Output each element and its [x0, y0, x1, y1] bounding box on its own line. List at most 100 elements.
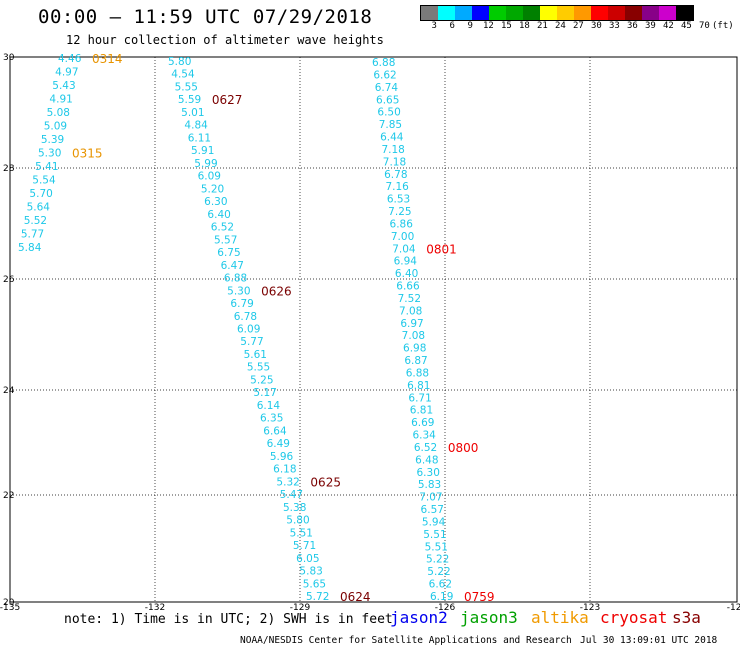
- footer-note: note: 1) Time is in UTC; 2) SWH is in fe…: [64, 612, 393, 627]
- swh-value: 6.87: [404, 355, 427, 367]
- legend-label: 12: [483, 21, 494, 31]
- legend-label: 3: [431, 21, 437, 31]
- swh-value: 6.94: [394, 256, 418, 268]
- swh-value: 5.25: [250, 374, 273, 386]
- pass-time-label: 0800: [448, 441, 479, 455]
- legend-label: 36: [627, 21, 638, 31]
- swh-value: 6.71: [408, 392, 431, 404]
- lat-tick-label: 26: [3, 275, 15, 285]
- satellite-legend-jason3: jason3: [460, 608, 518, 627]
- swh-value: 7.18: [383, 156, 406, 168]
- swh-value: 7.18: [381, 144, 404, 156]
- timestamp-text: Jul 30 13:09:01 UTC 2018: [580, 635, 718, 646]
- pass-time-label: 0627: [212, 93, 243, 107]
- swh-value: 6.05: [296, 553, 319, 565]
- legend-swatch: [591, 6, 608, 20]
- swh-value: 6.35: [260, 413, 283, 425]
- pass-time-label: 0314: [92, 52, 123, 66]
- swh-value: 5.38: [283, 502, 306, 514]
- swh-value: 5.54: [32, 175, 56, 187]
- swh-value: 6.49: [267, 438, 290, 450]
- lat-tick-label: 24: [3, 386, 15, 396]
- swh-value: 5.55: [247, 362, 270, 374]
- swh-value: 6.86: [390, 218, 414, 230]
- swh-value: 7.08: [399, 305, 422, 317]
- page-subtitle: 12 hour collection of altimeter wave hei…: [66, 33, 384, 47]
- lat-tick-label: 20: [3, 598, 15, 608]
- swh-value: 5.51: [425, 541, 448, 553]
- swh-value: 6.64: [263, 425, 287, 437]
- legend-swatch: [608, 6, 625, 20]
- swh-value: 6.74: [375, 82, 399, 94]
- legend-swatch: [489, 6, 506, 20]
- swh-value: 6.52: [211, 222, 234, 234]
- legend-label: 21: [537, 21, 548, 31]
- swh-value: 5.39: [41, 134, 64, 146]
- swh-value: 5.77: [240, 336, 263, 348]
- legend-swatch: [506, 6, 523, 20]
- swh-value: 6.66: [396, 281, 420, 293]
- swh-value: 5.30: [227, 285, 250, 297]
- swh-value: 4.46: [58, 53, 82, 65]
- swh-value: 6.40: [395, 268, 418, 280]
- legend-label: 39: [645, 21, 656, 31]
- swh-value: 5.72: [306, 591, 329, 603]
- swh-value: 4.54: [171, 69, 195, 81]
- swh-value: 6.81: [410, 405, 433, 417]
- swh-value: 5.77: [21, 229, 44, 241]
- swh-value: 5.09: [44, 121, 67, 133]
- lon-tick-label: -132: [145, 603, 165, 613]
- pass-time-label: 0624: [340, 590, 371, 604]
- swh-value: 5.70: [29, 188, 52, 200]
- swh-value: 4.97: [55, 67, 78, 79]
- swh-value: 5.83: [418, 479, 441, 491]
- pass-time-label: 0625: [310, 475, 341, 489]
- swh-value: 6.18: [273, 464, 296, 476]
- legend-label: 45: [681, 21, 692, 31]
- pass-time-label: 0626: [261, 284, 292, 298]
- legend-swatch: [455, 6, 472, 20]
- swh-value: 5.61: [244, 349, 267, 361]
- lon-tick-label: -129: [290, 603, 311, 613]
- lon-tick-label: -135: [0, 603, 20, 613]
- swh-value: 5.59: [178, 94, 201, 106]
- swh-value: 6.09: [237, 324, 260, 336]
- swh-value: 6.34: [412, 430, 436, 442]
- swh-value: 6.75: [217, 247, 240, 259]
- satellite-legend-s3a: s3a: [672, 608, 701, 627]
- swh-value: 6.40: [207, 209, 230, 221]
- swh-value: 5.84: [18, 242, 42, 254]
- swh-value: 7.00: [391, 231, 414, 243]
- legend-swatch: [659, 6, 676, 20]
- legend-label: 42: [663, 21, 674, 31]
- swh-value: 6.11: [188, 132, 211, 144]
- swh-value: 5.08: [47, 107, 70, 119]
- swh-value: 5.96: [270, 451, 294, 463]
- swh-value: 6.88: [224, 273, 247, 285]
- lat-tick-label: 28: [3, 164, 15, 174]
- legend-unit: (ft): [712, 21, 734, 31]
- swh-value: 6.57: [421, 504, 444, 516]
- legend-label: 33: [609, 21, 620, 31]
- legend-swatch: [642, 6, 659, 20]
- lon-tick-label: -120: [727, 603, 740, 613]
- swh-value: 6.62: [429, 579, 452, 591]
- swh-value: 5.64: [27, 202, 51, 214]
- swh-value: 5.47: [280, 489, 303, 501]
- swh-value: 6.14: [257, 400, 281, 412]
- legend-swatch: [523, 6, 540, 20]
- legend-swatch: [421, 6, 438, 20]
- swh-value: 5.30: [38, 148, 61, 160]
- swh-value: 5.20: [201, 183, 224, 195]
- legend-swatch: [625, 6, 642, 20]
- legend-swatch: [676, 6, 693, 20]
- legend-label: 6: [449, 21, 455, 31]
- legend-swatch: [557, 6, 574, 20]
- swh-value: 5.55: [175, 81, 198, 93]
- swh-value: 6.98: [403, 343, 426, 355]
- swh-value: 6.47: [221, 260, 244, 272]
- legend-swatch: [574, 6, 591, 20]
- swh-value: 6.53: [387, 194, 410, 206]
- satellite-legend-cryosat: cryosat: [600, 608, 668, 627]
